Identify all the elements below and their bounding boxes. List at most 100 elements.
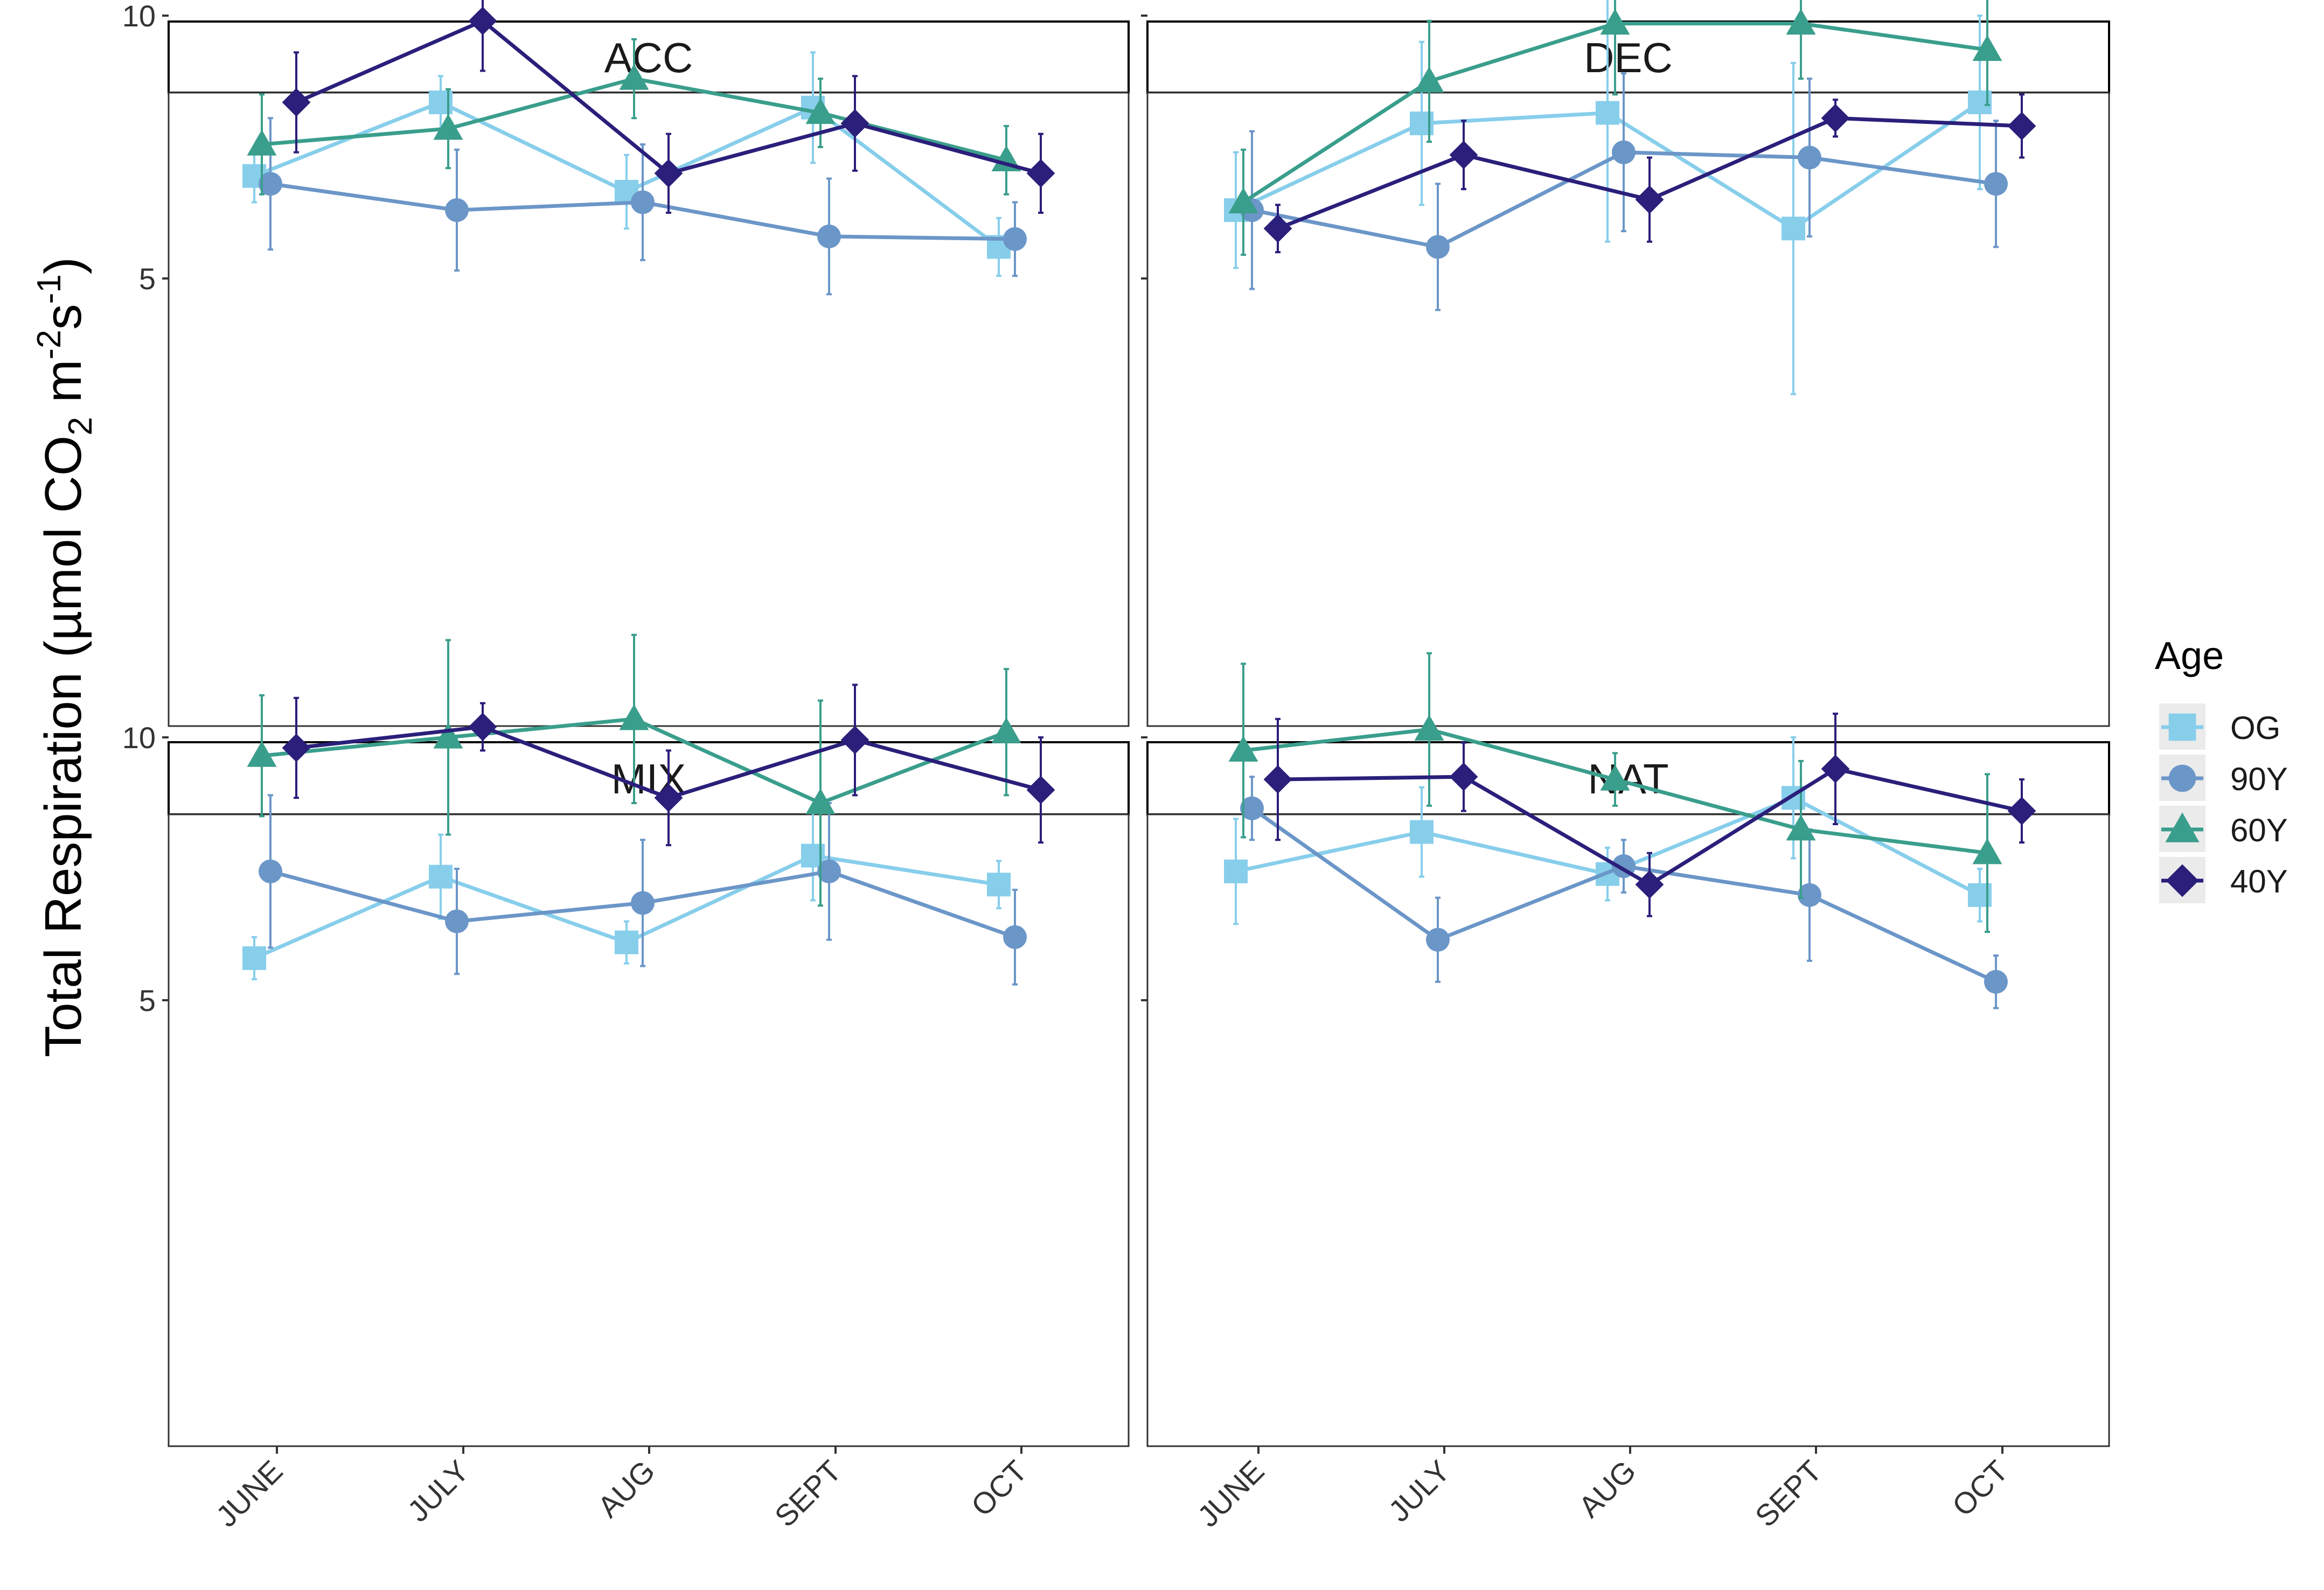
point-dec-40y-aug — [1635, 185, 1664, 214]
point-mix-40y-july — [468, 713, 497, 741]
xtick-label-nat-july: JULY — [1382, 1454, 1456, 1528]
point-dec-90y-sept — [1798, 145, 1821, 170]
strip-label-dec: DEC — [1584, 34, 1673, 81]
panel-acc: ACC — [168, 0, 1130, 727]
point-mix-60y-aug — [619, 704, 649, 730]
panel-nat: NAT — [1146, 652, 2110, 1447]
xtick-label-nat-aug: AUG — [1572, 1454, 1642, 1524]
point-acc-90y-aug — [631, 190, 655, 214]
point-mix-og-june — [242, 946, 266, 970]
point-nat-40y-oct — [2007, 797, 2036, 826]
strip-mix — [168, 741, 1130, 815]
point-nat-60y-oct — [1972, 838, 2002, 864]
point-dec-90y-july — [1426, 235, 1450, 259]
y-axis-title-sup-a: -2 — [31, 330, 68, 359]
strip-label-nat: NAT — [1588, 755, 1668, 803]
xtick-label-mix-june: JUNE — [210, 1454, 289, 1533]
point-acc-60y-june — [247, 129, 277, 156]
point-acc-40y-aug — [654, 159, 683, 188]
y-axis-title-unit-m: m — [34, 359, 92, 417]
ytick-label-acc-10: 10 — [122, 0, 156, 33]
point-dec-60y-june — [1228, 187, 1258, 214]
point-nat-og-july — [1410, 820, 1434, 844]
point-acc-90y-july — [445, 198, 469, 222]
legend-label-og: OG — [2230, 710, 2280, 746]
series-mix-60y — [247, 633, 1021, 907]
legend-symbol-60y — [2165, 812, 2200, 842]
y-axis-title: Total Respiration (µmol CO2 m-2s-1) — [31, 257, 99, 1057]
point-nat-og-june — [1224, 859, 1248, 883]
series-dec-40y — [1263, 93, 2036, 254]
xtick-label-nat-oct: OCT — [1945, 1454, 2014, 1523]
xtick-label-mix-july: JULY — [401, 1454, 475, 1528]
panels: ACC DEC MIX NAT — [168, 0, 2110, 1447]
point-acc-90y-oct — [1003, 227, 1027, 251]
point-nat-90y-july — [1426, 927, 1450, 952]
ytick-label-mix-5: 5 — [139, 984, 156, 1017]
legend-item-og: OG — [2159, 703, 2280, 750]
point-mix-90y-june — [259, 859, 282, 883]
plot-area-nat — [1146, 813, 2110, 1447]
point-acc-40y-june — [282, 88, 311, 117]
legend-label-40y: 40Y — [2230, 863, 2288, 899]
point-mix-og-july — [429, 864, 453, 889]
point-nat-60y-aug — [1600, 764, 1630, 791]
legend-item-60y: 60Y — [2159, 806, 2288, 852]
point-nat-40y-sept — [1821, 755, 1850, 783]
series-dec-60y — [1228, 0, 2002, 256]
legend-title: Age — [2155, 634, 2224, 678]
point-acc-40y-sept — [840, 109, 869, 138]
y-axis-title-main: Total Respiration (µmol CO — [34, 436, 92, 1057]
plot-area-dec — [1146, 92, 2110, 727]
point-dec-og-aug — [1596, 101, 1619, 125]
legend-symbol-og — [2168, 713, 2196, 741]
point-nat-40y-june — [1263, 765, 1292, 794]
legend-item-40y: 40Y — [2159, 857, 2288, 903]
point-dec-60y-oct — [1972, 34, 2002, 61]
point-nat-90y-june — [1240, 796, 1264, 820]
point-dec-60y-sept — [1786, 9, 1816, 35]
point-dec-90y-aug — [1612, 140, 1636, 164]
series-mix-40y — [282, 684, 1055, 847]
point-mix-60y-july — [433, 722, 463, 749]
xtick-label-mix-aug: AUG — [591, 1454, 661, 1524]
legend-label-60y: 60Y — [2230, 812, 2288, 848]
series-nat-60y — [1228, 652, 2002, 933]
legend: Age OG 90Y 60Y 40Y — [2155, 634, 2288, 903]
point-mix-90y-oct — [1003, 925, 1027, 949]
point-mix-40y-june — [282, 734, 311, 762]
strip-label-acc: ACC — [604, 34, 693, 81]
y-axis-title-close: ) — [34, 257, 92, 274]
xtick-label-nat-sept: SEPT — [1749, 1454, 1828, 1533]
y-axis-title-sup-b: -1 — [31, 274, 68, 304]
point-dec-60y-aug — [1600, 9, 1630, 35]
xtick-label-mix-sept: SEPT — [768, 1454, 848, 1533]
point-dec-60y-july — [1414, 66, 1444, 93]
ytick-label-acc-5: 5 — [139, 262, 156, 296]
point-mix-60y-june — [247, 741, 277, 767]
legend-label-90y: 90Y — [2230, 761, 2288, 797]
point-mix-og-oct — [987, 873, 1011, 897]
point-dec-40y-sept — [1821, 103, 1850, 132]
point-nat-60y-june — [1228, 735, 1258, 762]
series-nat-40y — [1263, 713, 2036, 917]
point-nat-90y-oct — [1984, 970, 2008, 994]
y-axis-title-unit-s: s — [34, 304, 92, 330]
point-acc-90y-june — [259, 172, 282, 196]
point-nat-90y-sept — [1798, 883, 1821, 907]
point-mix-og-aug — [615, 930, 638, 954]
point-mix-40y-oct — [1026, 776, 1055, 804]
legend-symbol-40y — [2166, 864, 2199, 897]
point-dec-40y-june — [1263, 214, 1292, 243]
series-mix-90y — [259, 794, 1027, 986]
point-dec-40y-oct — [2007, 111, 2036, 141]
xtick-label-nat-june: JUNE — [1191, 1454, 1271, 1533]
y-axis-title-sub: 2 — [62, 417, 99, 435]
point-acc-60y-july — [433, 114, 463, 140]
point-dec-40y-july — [1449, 141, 1478, 170]
plot-area-acc — [168, 92, 1130, 727]
point-mix-90y-aug — [631, 891, 655, 915]
legend-item-90y: 90Y — [2159, 755, 2288, 801]
xtick-label-mix-oct: OCT — [964, 1454, 1033, 1523]
